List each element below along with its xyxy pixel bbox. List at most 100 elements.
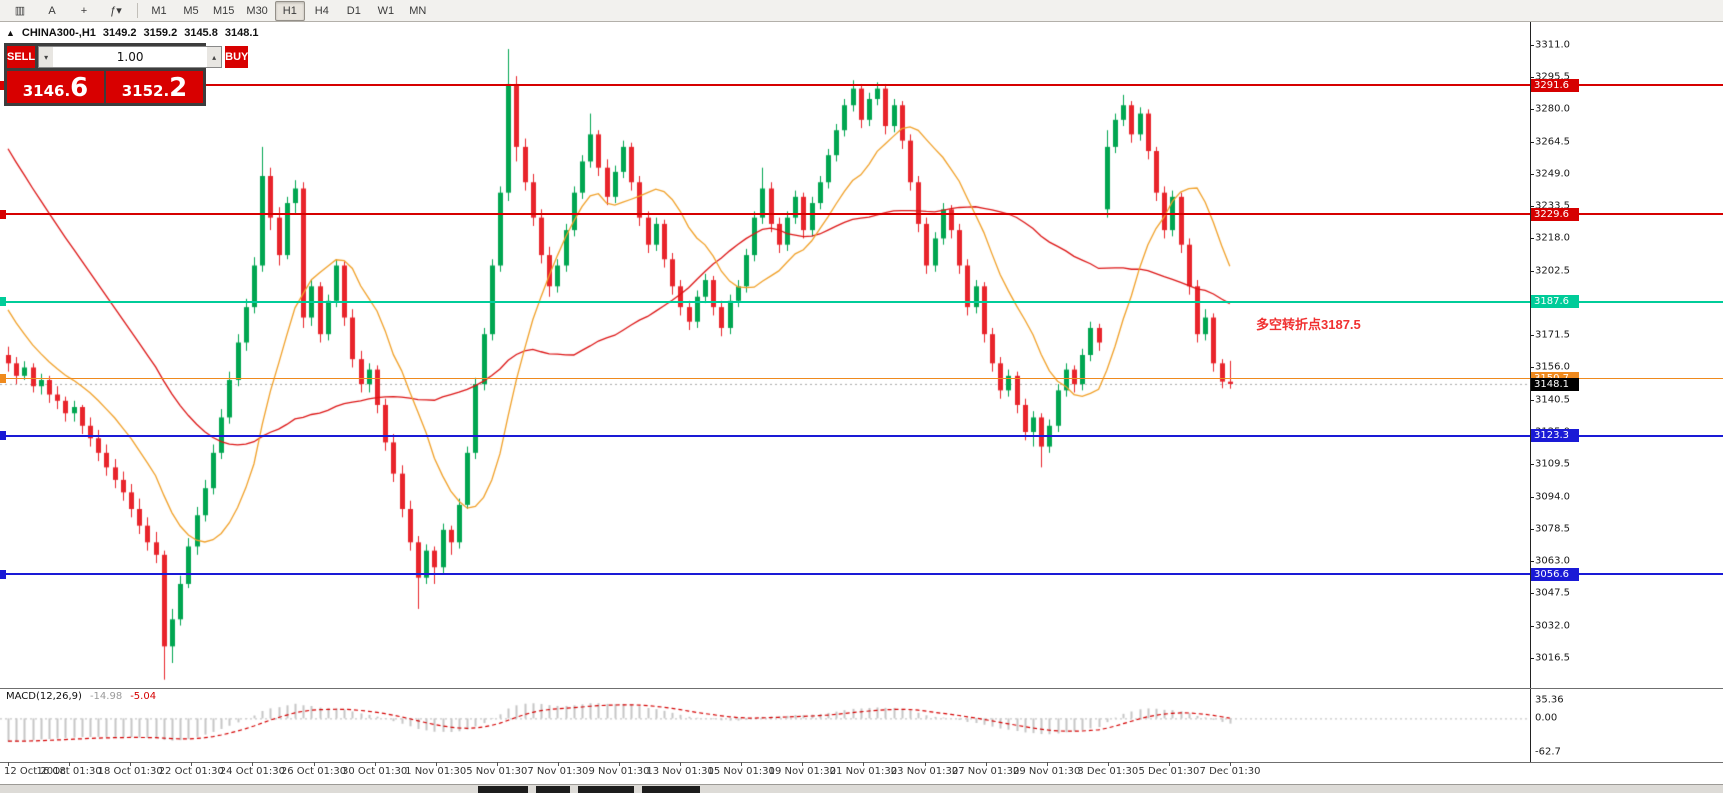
crosshair-icon[interactable]: + [80,4,88,17]
ohlc-open: 3149.2 [102,27,137,39]
price-tick-label: 3047.5 [1535,587,1570,599]
date-tick-mark [130,762,132,766]
macd-title: MACD(12,26,9) [6,691,82,702]
timeframe-button-h1[interactable]: H1 [274,0,305,21]
date-label: 23 Nov 01:30 [890,766,959,777]
price-tick-mark [1530,173,1534,175]
taskbar-fragment [642,786,700,793]
toolbar-icon-group: ▥ A + ƒ▾ [4,1,132,21]
date-axis-separator [0,762,1723,763]
macd-axis-label: -62.7 [1535,746,1561,757]
level-left-marker [0,569,6,579]
date-label: 9 Nov 01:30 [588,766,650,777]
support-line[interactable] [0,573,1723,576]
volume-field: ▾ ▴ [38,46,223,68]
price-tick-label: 3016.5 [1535,652,1570,664]
buy-price-button[interactable]: 3152. 2 [106,71,203,103]
date-tick-mark [557,762,559,766]
price-tick-mark [1530,561,1534,563]
date-tick-mark [191,762,193,766]
timeframe-group: M1 M5 M15 M30 H1 H4 D1 W1 MN [143,0,434,21]
level-left-marker [0,209,6,219]
macd-axis-label: 35.36 [1535,694,1564,706]
sell-price-main: 3146. [22,82,71,100]
date-label: 15 Nov 01:30 [707,766,775,777]
taskbar-fragment [478,786,528,793]
price-tick-mark [1530,593,1534,595]
date-label: 16 Oct 01:30 [36,766,102,777]
date-label: 12 Oct 2018 [4,766,66,777]
pivot-line[interactable] [0,300,1723,303]
price-tick-label: 3233.5 [1535,200,1570,212]
date-label: 13 Nov 01:30 [646,766,714,777]
price-tick-mark [1530,270,1534,272]
price-tick-label: 3063.0 [1535,555,1570,567]
one-click-panel-toggle-icon[interactable]: ▲ [6,28,15,38]
timeframe-button-m1[interactable]: M1 [151,4,167,17]
macd-main-value: -14.98 [89,691,123,702]
level-price-badge: 3123.3 [1531,429,1579,443]
ohlc-low: 3145.8 [184,27,218,39]
date-tick-mark [8,762,9,766]
price-tick-mark [1530,77,1534,79]
price-tick-mark [1530,528,1534,530]
bottom-strip [0,784,1723,793]
support-line[interactable] [0,434,1723,437]
sell-button[interactable]: SELL [7,46,36,68]
price-tick-mark [1530,496,1534,498]
price-tick-label: 3202.5 [1535,265,1570,277]
timeframe-button-m15[interactable]: M15 [213,4,235,17]
date-tick-mark [69,762,71,766]
text-tool-icon[interactable]: A [48,4,56,17]
date-tick-mark [252,762,254,766]
volume-input[interactable] [53,47,208,67]
price-tick-mark [1530,206,1534,208]
date-label: 1 Nov 01:30 [405,766,467,777]
price-tick-label: 3171.5 [1535,329,1570,341]
one-click-trade-panel: SELL ▾ ▴ BUY 3146.6 3152.2 [4,43,249,106]
buy-button[interactable]: BUY [225,46,249,68]
support-line[interactable] [0,378,1723,380]
taskbar-fragment [578,786,634,793]
level-left-marker [0,80,6,90]
date-tick-mark [313,762,315,766]
level-price-badge: 3187.6 [1531,295,1579,309]
date-tick-mark [985,762,987,766]
resistance-line[interactable] [0,213,1723,216]
timeframe-button-d1[interactable]: D1 [346,4,361,17]
chart-header: ▲ CHINA300-,H1 3149.2 3159.2 3145.8 3148… [6,27,259,39]
date-tick-mark [1046,762,1048,766]
volume-decrease-button[interactable]: ▾ [39,47,54,67]
volume-increase-button[interactable]: ▴ [207,47,222,67]
date-label: 7 Dec 01:30 [1199,766,1261,777]
macd-signal-value: -5.04 [130,691,157,702]
price-tick-label: 3078.5 [1535,523,1570,535]
date-label: 29 Nov 01:30 [1012,766,1081,777]
price-tick-label: 3032.0 [1535,620,1570,632]
date-tick-mark [374,762,376,766]
price-tick-mark [1530,335,1534,337]
timeframe-button-m30[interactable]: M30 [246,4,268,17]
date-label: 18 Oct 01:30 [97,766,163,777]
date-tick-mark [863,762,865,766]
date-tick-mark [680,762,682,766]
price-tick-label: 3295.5 [1535,71,1570,83]
price-tick-mark [1530,625,1534,627]
price-tick-label: 3140.5 [1535,394,1570,406]
timeframe-button-mn[interactable]: MN [409,4,427,17]
timeframe-button-m5[interactable]: M5 [183,4,199,17]
chart-type-icon[interactable]: ▥ [14,5,26,17]
timeframe-button-h4[interactable]: H4 [314,4,329,17]
date-label: 5 Nov 01:30 [466,766,528,777]
price-tick-label: 3218.0 [1535,232,1570,244]
price-tick-mark [1530,141,1534,143]
date-label: 24 Oct 01:30 [219,766,285,777]
price-tick-label: 3249.0 [1535,168,1570,180]
resistance-line[interactable] [0,84,1723,87]
indicators-dropdown-icon[interactable]: ƒ▾ [110,5,122,17]
date-label: 22 Oct 01:30 [158,766,224,777]
level-left-marker [0,374,6,384]
timeframe-button-w1[interactable]: W1 [377,4,395,17]
sell-price-button[interactable]: 3146. 6 [7,71,104,103]
